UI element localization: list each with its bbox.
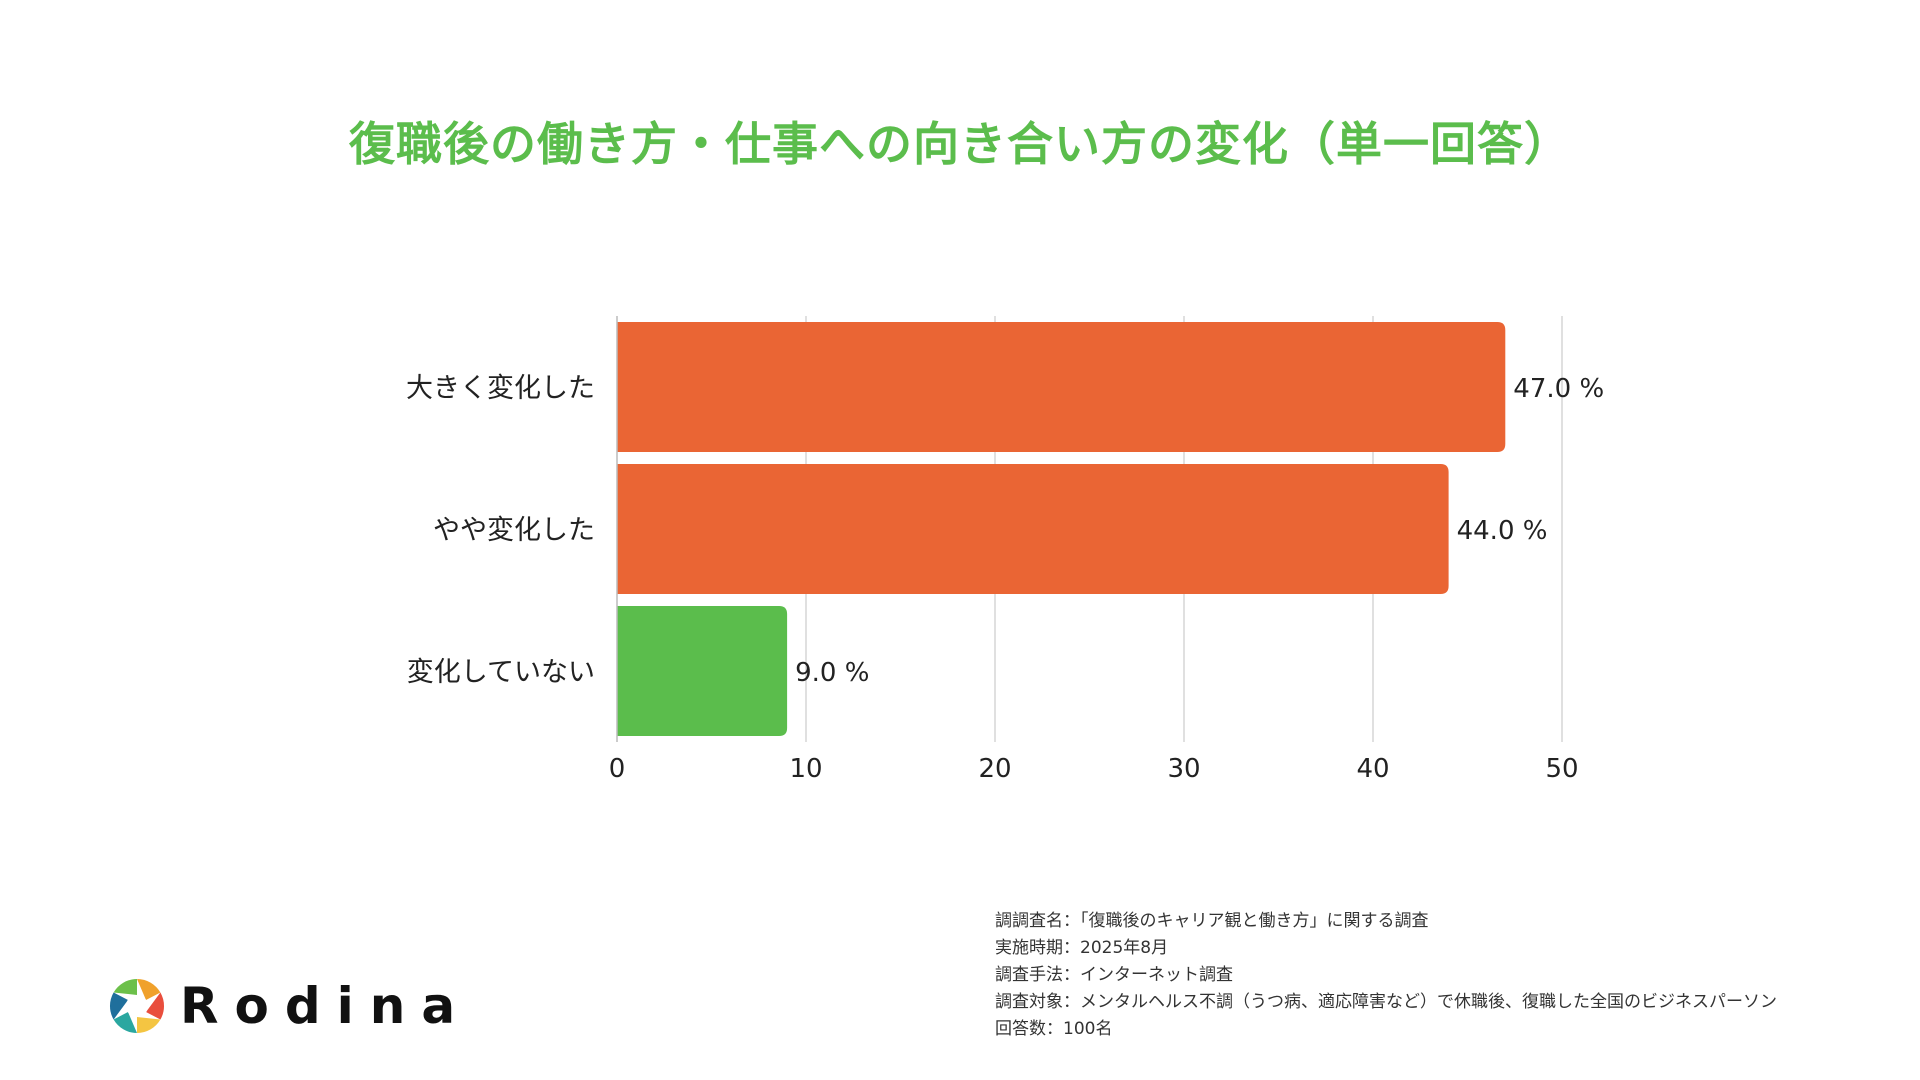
brand-logo: Rodina (108, 976, 471, 1036)
value-label: 47.0 % (1513, 374, 1604, 404)
bar (617, 464, 1449, 594)
value-label: 44.0 % (1457, 516, 1548, 546)
chart-title: 復職後の働き方・仕事への向き合い方の変化（単一回答） (349, 117, 1571, 171)
bar (617, 606, 788, 736)
x-tick-label: 20 (978, 754, 1011, 784)
footnote-period: 実施時期：2025年8月 (995, 938, 1169, 958)
footnote-survey-name: 調調査名：「復職後のキャリア観と働き方」に関する調査 (995, 911, 1429, 931)
aperture-logo-icon (109, 979, 165, 1033)
x-tick-label: 10 (789, 754, 822, 784)
category-label: 大きく変化した (406, 373, 595, 404)
x-tick-label: 0 (609, 754, 626, 784)
footnote-respondents: 回答数：100名 (995, 1019, 1113, 1039)
category-label: 変化していない (407, 657, 595, 688)
category-label: やや変化した (433, 515, 595, 546)
x-tick-label: 50 (1545, 754, 1578, 784)
x-tick-label: 30 (1167, 754, 1200, 784)
value-label: 9.0 % (795, 658, 869, 688)
brand-name: Rodina (180, 977, 472, 1035)
footnote-target: 調査対象：メンタルヘルス不調（うつ病、適応障害など）で休職後、復職した全国のビジ… (995, 992, 1777, 1012)
bar (617, 322, 1506, 452)
x-tick-label: 40 (1356, 754, 1389, 784)
survey-footnote: 調調査名：「復職後のキャリア観と働き方」に関する調査 実施時期：2025年8月 … (995, 908, 1777, 1043)
footnote-method: 調査手法：インターネット調査 (995, 965, 1233, 985)
